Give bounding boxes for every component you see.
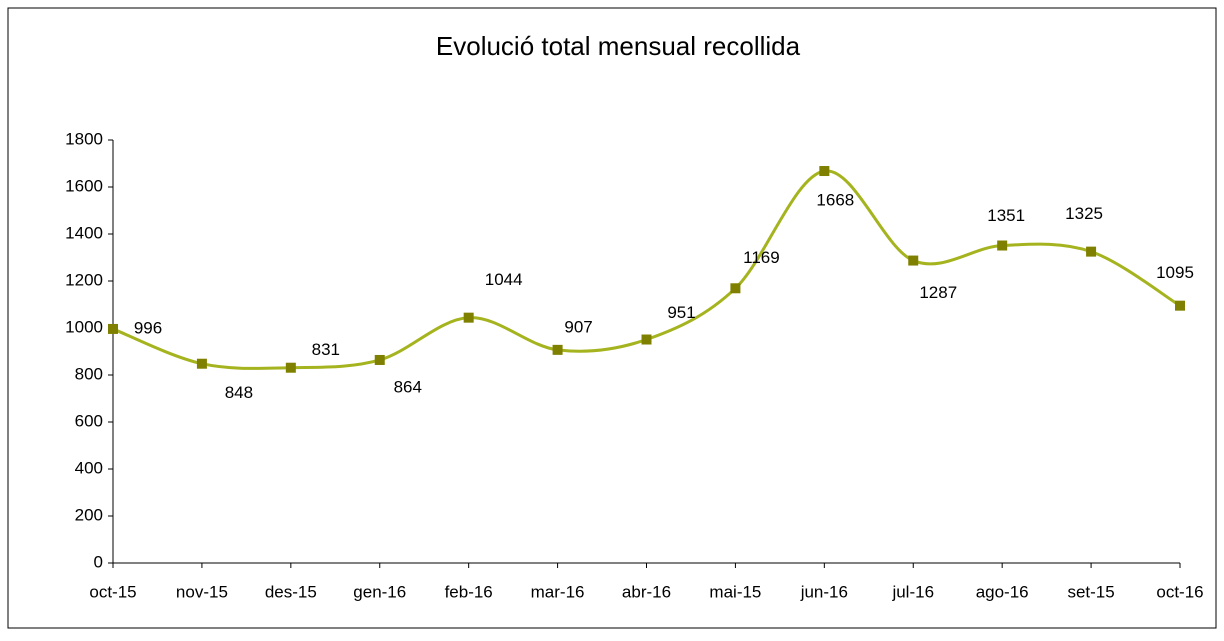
y-tick-label: 1800 [65, 129, 103, 148]
y-tick-label: 1600 [65, 176, 103, 195]
marker [908, 255, 919, 266]
data-label: 1351 [987, 206, 1025, 225]
marker [730, 283, 741, 294]
y-tick-label: 400 [75, 458, 103, 477]
x-tick-label: feb-16 [445, 582, 493, 601]
marker [997, 240, 1008, 251]
y-tick-label: 0 [94, 552, 103, 571]
data-label: 907 [564, 317, 592, 336]
data-label: 1325 [1065, 204, 1103, 223]
data-label: 996 [134, 318, 162, 337]
x-tick-label: ago-16 [976, 582, 1029, 601]
data-label: 864 [394, 377, 422, 396]
y-tick-label: 1200 [65, 270, 103, 289]
data-label: 951 [667, 303, 695, 322]
x-tick-label: mar-16 [531, 582, 585, 601]
x-tick-label: gen-16 [353, 582, 406, 601]
x-tick-label: mai-15 [709, 582, 761, 601]
data-label: 831 [312, 340, 340, 359]
data-label: 1287 [919, 283, 957, 302]
y-tick-label: 800 [75, 364, 103, 383]
marker [819, 166, 830, 177]
chart-title: Evolució total mensual recollida [436, 31, 801, 61]
x-tick-label: nov-15 [176, 582, 228, 601]
x-tick-label: oct-15 [89, 582, 136, 601]
marker [196, 358, 207, 369]
data-label: 1668 [816, 191, 854, 210]
marker [463, 312, 474, 323]
marker [552, 344, 563, 355]
x-tick-label: set-15 [1067, 582, 1114, 601]
marker [374, 354, 385, 365]
marker [641, 334, 652, 345]
marker [108, 323, 118, 334]
x-tick-label: abr-16 [622, 582, 671, 601]
x-tick-label: des-15 [265, 582, 317, 601]
marker [285, 362, 296, 373]
chart-border [7, 7, 1217, 629]
marker [1175, 300, 1185, 311]
x-tick-label: jul-16 [891, 582, 934, 601]
x-tick-label: oct-16 [1156, 582, 1203, 601]
data-label: 1095 [1156, 263, 1194, 282]
x-tick-label: jun-16 [800, 582, 848, 601]
data-label: 1169 [743, 248, 780, 267]
marker [1086, 246, 1097, 257]
y-tick-label: 1400 [65, 223, 103, 242]
y-tick-label: 200 [75, 505, 103, 524]
data-label: 1044 [485, 270, 523, 289]
y-tick-label: 600 [75, 411, 103, 430]
y-tick-label: 1000 [65, 317, 103, 336]
data-label: 848 [225, 383, 253, 402]
